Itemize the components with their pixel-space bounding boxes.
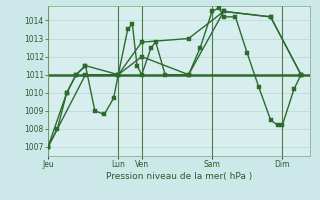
X-axis label: Pression niveau de la mer( hPa ): Pression niveau de la mer( hPa ) — [106, 172, 252, 181]
